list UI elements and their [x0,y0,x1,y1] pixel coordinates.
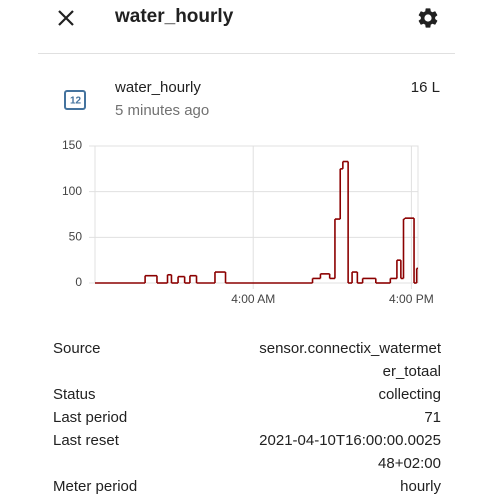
attribute-label: Meter period [53,478,138,495]
y-tick-label: 150 [62,138,82,152]
last-changed: 5 minutes ago [115,102,210,119]
history-chart: 0 50 100 150 4:00 AM 4:00 PM [62,138,434,306]
attribute-value: hourly [400,478,441,495]
x-tick-label: 4:00 PM [389,292,434,306]
entity-icon: 12 [64,90,86,110]
close-button[interactable] [54,6,78,30]
divider [38,53,455,54]
y-tick-label: 50 [69,230,83,244]
attribute-label: Source [53,340,101,357]
attribute-row: Status collecting [53,383,441,406]
y-tick-label: 0 [75,275,82,289]
attribute-row: Last period 71 [53,406,441,429]
attribute-value: collecting [378,386,441,403]
plot-frame [94,145,419,284]
settings-button[interactable] [416,6,440,30]
entity-state: 16 L [410,79,440,96]
attribute-value: sensor.connectix_watermeter_totaal [259,340,441,380]
attribute-value: 2021-04-10T16:00:00.002548+02:00 [259,432,441,472]
attribute-row: Source sensor.connectix_watermeter_totaal [53,337,441,383]
y-tick-label: 100 [62,184,82,198]
entity-name: water_hourly [115,79,201,96]
attribute-label: Last period [53,409,128,426]
svg-text:12: 12 [70,96,82,107]
attribute-label: Last reset [53,432,119,449]
attribute-label: Status [53,386,96,403]
attribute-value: 71 [424,409,441,426]
attribute-row: Meter period hourly [53,475,441,498]
attribute-row: Last reset 2021-04-10T16:00:00.002548+02:… [53,429,441,475]
x-tick-label: 4:00 AM [231,292,275,306]
dialog-title: water_hourly [115,6,234,27]
attributes: Source sensor.connectix_watermeter_totaal… [53,337,441,498]
